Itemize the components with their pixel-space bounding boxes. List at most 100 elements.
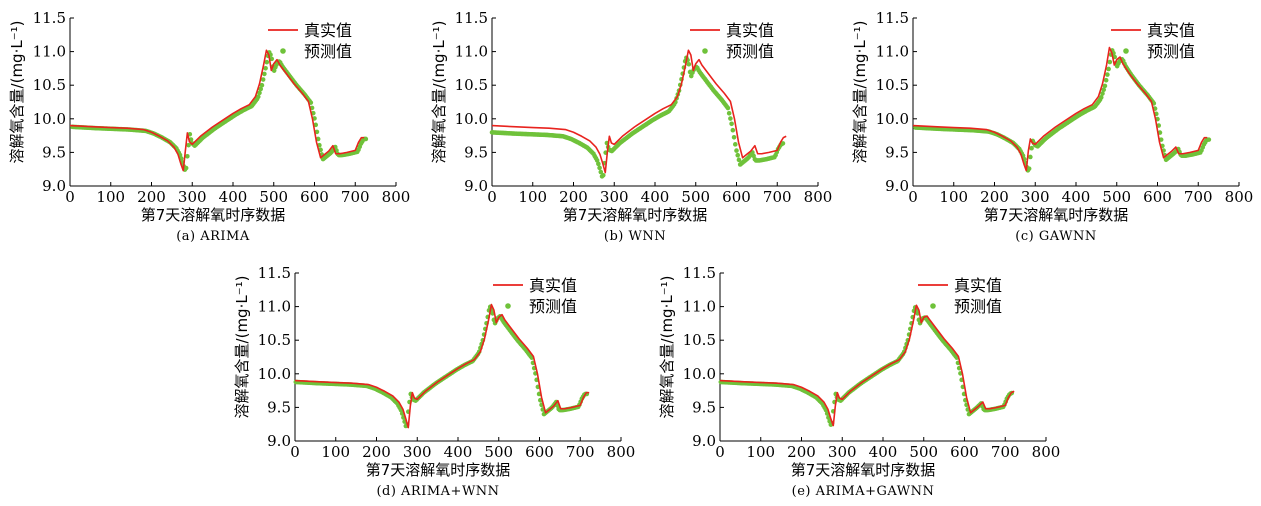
x-tick-label: 500 <box>259 188 288 206</box>
x-tick-label: 400 <box>444 443 473 461</box>
y-tick-label: 9.0 <box>464 177 488 195</box>
predicted-point <box>363 136 369 142</box>
x-tick-label: 100 <box>321 443 350 461</box>
legend-label-predicted: 预测值 <box>304 42 352 61</box>
predicted-point <box>600 172 606 178</box>
predicted-point <box>1100 91 1105 96</box>
panel-caption: (d) ARIMA+WNN <box>376 484 499 499</box>
x-tick-label: 300 <box>178 188 207 206</box>
legend-label-predicted: 预测值 <box>954 297 1002 316</box>
predicted-point <box>269 56 275 62</box>
x-tick-label: 500 <box>1102 188 1131 206</box>
x-tick-label: 600 <box>950 443 979 461</box>
predicted-point <box>185 154 190 159</box>
x-tick-label: 100 <box>939 188 968 206</box>
legend-swatch-predicted <box>930 303 936 309</box>
series-actual-line <box>912 46 1208 172</box>
y-axis-title: 溶解氧含量/(mg·L⁻¹) <box>233 276 251 419</box>
predicted-point <box>732 142 738 147</box>
predicted-point <box>735 152 741 158</box>
chart-svg: 0 100 200 300 400 500 600 700 800 9.0 9.5 10.0 10.5 1… <box>8 9 410 244</box>
x-tick-label: 800 <box>1032 443 1061 461</box>
x-tick-label: 300 <box>403 443 432 461</box>
x-tick-label: 600 <box>1143 188 1172 206</box>
y-tick-label: 9.5 <box>267 398 291 416</box>
x-tick-label: 0 <box>487 188 497 206</box>
predicted-point <box>596 161 601 167</box>
legend-label-actual: 真实值 <box>1147 21 1195 40</box>
y-tick-label: 11.5 <box>876 9 909 27</box>
predicted-point <box>264 59 270 65</box>
y-tick-label: 10.5 <box>683 331 716 349</box>
x-tick-label: 100 <box>96 188 125 206</box>
x-tick-label: 300 <box>1021 188 1050 206</box>
predicted-point <box>734 148 739 153</box>
x-tick-label: 700 <box>763 188 792 206</box>
chart-panel-wnn: 0 100 200 300 400 500 600 700 800 9.0 9.5 10.0 10.5 1… <box>422 0 842 255</box>
x-tick-label: 0 <box>715 443 725 461</box>
x-tick-label: 200 <box>137 188 166 206</box>
y-tick-label: 11.5 <box>455 9 488 27</box>
y-axis-title: 溶解氧含量/(mg·L⁻¹) <box>851 21 869 164</box>
legend-swatch-predicted <box>280 48 286 54</box>
series-predicted <box>489 55 786 179</box>
predicted-point <box>1101 87 1107 92</box>
x-tick-label: 600 <box>722 188 751 206</box>
y-tick-label: 9.0 <box>692 432 716 450</box>
predicted-point <box>728 116 733 121</box>
x-tick-label: 400 <box>219 188 248 206</box>
predicted-point <box>258 86 264 92</box>
legend-swatch-predicted <box>1123 48 1129 54</box>
x-tick-label: 200 <box>787 443 816 461</box>
x-tick-label: 400 <box>641 188 670 206</box>
predicted-point <box>315 136 321 142</box>
x-tick-label: 0 <box>290 443 300 461</box>
predicted-point <box>262 71 267 77</box>
chart-svg: 0 100 200 300 400 500 600 700 800 9.0 9.5 10.0 10.5 1… <box>233 264 636 499</box>
series-actual-line <box>69 49 365 172</box>
y-axis-title: 溶解氧含量/(mg·L⁻¹) <box>658 276 676 419</box>
predicted-point <box>259 82 265 88</box>
predicted-point <box>260 77 266 82</box>
legend-label-actual: 真实值 <box>726 21 774 40</box>
x-tick-label: 300 <box>600 188 629 206</box>
x-axis-title: 第7天溶解氧时序数据 <box>141 206 286 224</box>
x-tick-label: 500 <box>484 443 513 461</box>
y-tick-label: 10.0 <box>455 110 488 128</box>
predicted-point <box>780 141 786 146</box>
x-tick-label: 500 <box>681 188 710 206</box>
predicted-point <box>1028 154 1033 160</box>
legend-label-actual: 真实值 <box>529 276 577 295</box>
predicted-point <box>597 165 602 171</box>
predicted-point <box>1103 77 1109 83</box>
y-tick-label: 9.5 <box>464 143 488 161</box>
legend-swatch-predicted <box>505 303 511 309</box>
y-tick-label: 11.0 <box>33 43 66 61</box>
legend-swatch-predicted <box>702 48 708 54</box>
chart-panel-arima-gawnn: 0 100 200 300 400 500 600 700 800 9.0 9.5 10.0 10.5 1… <box>650 255 1070 506</box>
x-axis-title: 第7天溶解氧时序数据 <box>791 461 936 479</box>
legend-label-actual: 真实值 <box>954 276 1002 295</box>
y-tick-label: 10.5 <box>33 76 66 94</box>
series-actual-line <box>294 303 590 429</box>
x-tick-label: 700 <box>1184 188 1213 206</box>
predicted-point <box>1106 66 1111 72</box>
panel-caption: (e) ARIMA+GAWNN <box>792 484 935 499</box>
x-tick-label: 100 <box>746 443 775 461</box>
x-tick-label: 200 <box>980 188 1009 206</box>
predicted-point <box>1102 83 1108 89</box>
x-tick-label: 800 <box>607 443 636 461</box>
chart-panel-gawnn: 0 100 200 300 400 500 600 700 800 9.0 9.5 10.0 10.5 1… <box>843 0 1261 255</box>
x-tick-label: 700 <box>991 443 1020 461</box>
x-tick-label: 300 <box>828 443 857 461</box>
predicted-point <box>314 129 320 135</box>
predicted-point <box>1105 72 1110 77</box>
y-tick-label: 9.0 <box>885 177 909 195</box>
predicted-point <box>686 61 692 67</box>
predicted-point <box>730 127 736 133</box>
x-tick-label: 200 <box>362 443 391 461</box>
